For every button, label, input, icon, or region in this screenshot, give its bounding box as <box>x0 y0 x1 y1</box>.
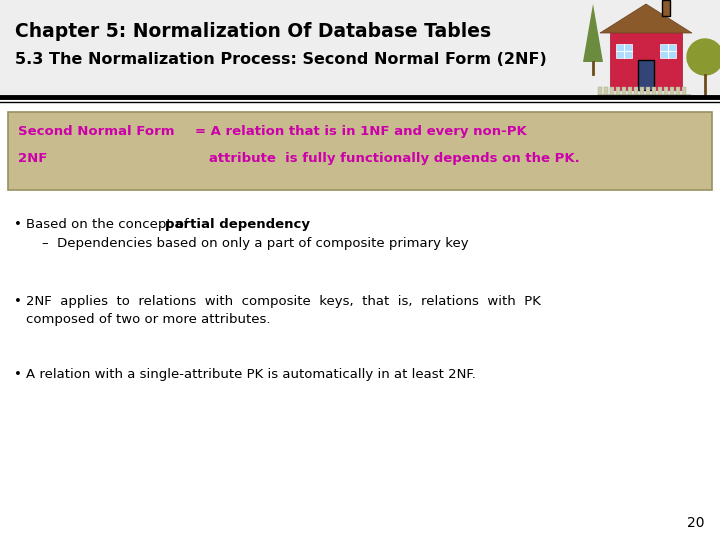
FancyBboxPatch shape <box>664 87 668 97</box>
FancyBboxPatch shape <box>634 87 638 97</box>
FancyBboxPatch shape <box>640 87 644 97</box>
FancyBboxPatch shape <box>604 87 608 97</box>
Text: Second Normal Form: Second Normal Form <box>18 125 174 138</box>
FancyBboxPatch shape <box>660 44 676 58</box>
FancyBboxPatch shape <box>638 60 654 90</box>
FancyBboxPatch shape <box>662 0 670 16</box>
FancyBboxPatch shape <box>616 87 620 97</box>
Text: •: • <box>14 218 22 231</box>
Polygon shape <box>583 4 603 62</box>
Text: •: • <box>14 295 22 308</box>
Text: 2NF  applies  to  relations  with  composite  keys,  that  is,  relations  with : 2NF applies to relations with composite … <box>26 295 541 308</box>
Text: •: • <box>14 368 22 381</box>
FancyBboxPatch shape <box>8 112 712 190</box>
Text: .: . <box>272 218 276 231</box>
Text: 5.3 The Normalization Process: Second Normal Form (2NF): 5.3 The Normalization Process: Second No… <box>15 52 546 67</box>
FancyBboxPatch shape <box>622 87 626 97</box>
FancyBboxPatch shape <box>670 87 674 97</box>
Text: = A relation that is in 1NF and every non-PK: = A relation that is in 1NF and every no… <box>195 125 527 138</box>
Text: A relation with a single-attribute PK is automatically in at least 2NF.: A relation with a single-attribute PK is… <box>26 368 476 381</box>
FancyBboxPatch shape <box>610 32 682 90</box>
Text: Chapter 5: Normalization Of Database Tables: Chapter 5: Normalization Of Database Tab… <box>15 22 491 41</box>
FancyBboxPatch shape <box>682 87 686 97</box>
FancyBboxPatch shape <box>652 87 656 97</box>
FancyBboxPatch shape <box>610 87 614 97</box>
FancyBboxPatch shape <box>658 87 662 97</box>
FancyBboxPatch shape <box>676 87 680 97</box>
FancyBboxPatch shape <box>628 87 632 97</box>
FancyBboxPatch shape <box>616 44 632 58</box>
Circle shape <box>687 39 720 75</box>
FancyBboxPatch shape <box>646 87 650 97</box>
Text: Based on the concept of: Based on the concept of <box>26 218 193 231</box>
Text: attribute  is fully functionally depends on the PK.: attribute is fully functionally depends … <box>195 152 580 165</box>
Text: –  Dependencies based on only a part of composite primary key: – Dependencies based on only a part of c… <box>42 237 469 250</box>
Text: partial dependency: partial dependency <box>165 218 310 231</box>
FancyBboxPatch shape <box>0 0 720 100</box>
FancyBboxPatch shape <box>598 87 602 97</box>
Polygon shape <box>600 4 692 33</box>
Text: composed of two or more attributes.: composed of two or more attributes. <box>26 313 271 326</box>
Text: 20: 20 <box>688 516 705 530</box>
Text: 2NF: 2NF <box>18 152 48 165</box>
